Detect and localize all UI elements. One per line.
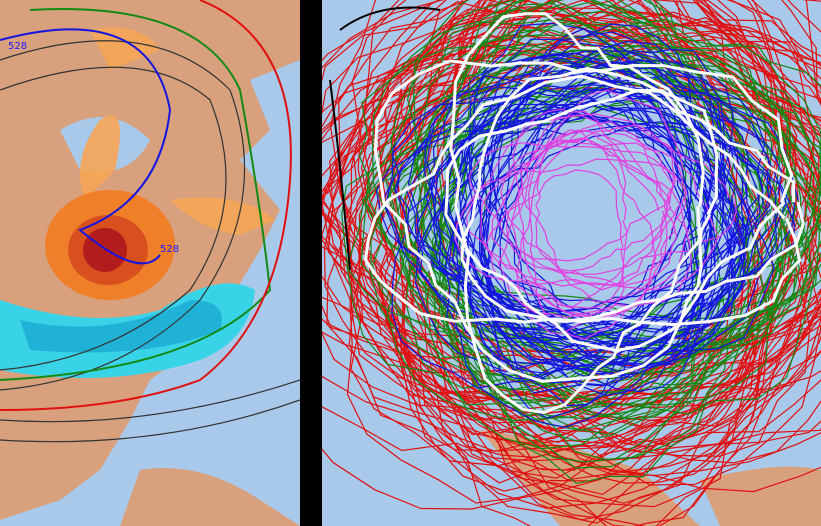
ensemble-contour [412, 52, 700, 419]
ensemble-contour [464, 50, 694, 379]
ensemble-contour [417, 62, 775, 352]
ensemble-contour [322, 0, 821, 493]
ensemble-contour [322, 0, 821, 521]
ensemble-contour [322, 10, 821, 427]
ensemble-contour [475, 114, 772, 325]
ensemble-contour [468, 142, 674, 262]
ensemble-contour [346, 0, 821, 390]
ensemble-contour [484, 67, 733, 352]
ensemble-contour [322, 17, 821, 504]
ensemble-contour [358, 0, 811, 457]
ensemble-contour [325, 0, 789, 377]
ensemble-contour [520, 139, 688, 291]
ensemble-contour [358, 0, 755, 475]
ensemble-contour [535, 137, 668, 272]
ensemble-contour [512, 108, 674, 309]
ensemble-contour [375, 92, 749, 345]
ensemble-contour [357, 0, 821, 526]
ensemble-contour [416, 42, 781, 461]
ensemble-contour [491, 89, 720, 291]
contour-label: 528 [8, 41, 27, 52]
ensemble-contour [322, 0, 764, 428]
ensemble-contour [482, 71, 716, 365]
contour-label: 528 [160, 244, 179, 255]
ensemble-contour [327, 0, 778, 526]
ensemble-contour [406, 0, 821, 432]
ensemble-contour [407, 50, 725, 397]
divider [300, 0, 322, 526]
ensemble-contour [389, 0, 794, 526]
ensemble-contour [322, 0, 821, 476]
ensemble-contour [491, 48, 734, 372]
ensemble-contour [480, 64, 756, 394]
ensemble-contour [373, 59, 794, 383]
ensemble-contour [449, 12, 705, 415]
ensemble-contour [397, 75, 746, 353]
ensemble-contour [363, 74, 802, 327]
ensemble-contour [327, 34, 780, 401]
ensemble-contour [404, 2, 698, 380]
ensemble-contour [458, 58, 736, 342]
right-map [322, 0, 821, 526]
ensemble-contour [369, 20, 746, 374]
ensemble-contour [350, 0, 821, 467]
ensemble-contour [443, 96, 710, 374]
ensemble-contour [497, 129, 692, 318]
ensemble-contour [322, 33, 821, 481]
ensemble-contour [485, 169, 625, 317]
ensemble-contour [397, 0, 726, 420]
ensemble-contour [480, 93, 746, 333]
ensemble-contour [444, 88, 719, 353]
ensemble-contour [416, 31, 737, 342]
ensemble-contour [505, 120, 678, 287]
ensemble-contour [425, 40, 745, 332]
ensemble-contour [394, 96, 718, 341]
ensemble-contour [322, 0, 821, 508]
ensemble-contour [454, 114, 668, 286]
ensemble-contour [322, 0, 821, 510]
ensemble-contour [338, 0, 821, 524]
ensemble-contour [365, 80, 800, 420]
ensemble-contour [402, 0, 778, 448]
left-map: 528 528 [0, 0, 300, 526]
ensemble-contour [341, 77, 797, 409]
ensemble-contour [480, 129, 628, 309]
ensemble-contour [510, 113, 737, 275]
